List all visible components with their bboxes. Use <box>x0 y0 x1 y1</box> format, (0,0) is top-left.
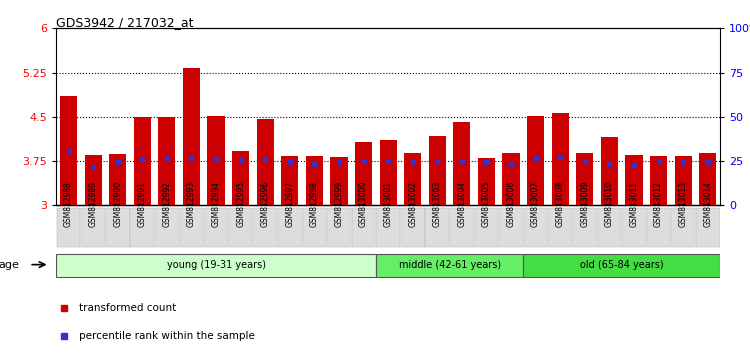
Bar <box>330 157 347 205</box>
FancyBboxPatch shape <box>646 208 670 247</box>
Bar <box>699 153 716 205</box>
Bar <box>183 68 200 205</box>
Bar <box>256 119 274 205</box>
Bar <box>281 156 298 205</box>
FancyBboxPatch shape <box>254 208 277 247</box>
Text: GSM812989: GSM812989 <box>88 181 98 227</box>
Text: percentile rank within the sample: percentile rank within the sample <box>80 331 255 341</box>
Text: GSM812997: GSM812997 <box>285 181 294 227</box>
FancyBboxPatch shape <box>278 208 302 247</box>
FancyBboxPatch shape <box>56 254 376 276</box>
FancyBboxPatch shape <box>622 208 646 247</box>
Bar <box>650 156 668 205</box>
Bar <box>503 153 520 205</box>
Text: GSM813011: GSM813011 <box>629 181 638 227</box>
Bar <box>85 155 102 205</box>
Bar <box>576 153 593 205</box>
Bar <box>232 151 249 205</box>
Text: GSM813004: GSM813004 <box>458 180 466 227</box>
Text: age: age <box>0 259 20 270</box>
Text: old (65-84 years): old (65-84 years) <box>580 259 664 270</box>
FancyBboxPatch shape <box>401 208 424 247</box>
FancyBboxPatch shape <box>352 208 375 247</box>
Bar <box>134 117 151 205</box>
Bar <box>380 141 397 205</box>
Bar <box>429 136 446 205</box>
Text: GSM813001: GSM813001 <box>383 181 393 227</box>
FancyBboxPatch shape <box>696 208 719 247</box>
Text: GSM813008: GSM813008 <box>556 181 565 227</box>
FancyBboxPatch shape <box>500 208 523 247</box>
FancyBboxPatch shape <box>524 254 720 276</box>
Bar <box>478 158 495 205</box>
Text: GSM813005: GSM813005 <box>482 180 491 227</box>
Text: GSM813013: GSM813013 <box>679 181 688 227</box>
FancyBboxPatch shape <box>598 208 621 247</box>
FancyBboxPatch shape <box>327 208 351 247</box>
Text: GSM812995: GSM812995 <box>236 181 245 227</box>
Text: GSM813002: GSM813002 <box>408 181 417 227</box>
FancyBboxPatch shape <box>671 208 695 247</box>
Text: middle (42-61 years): middle (42-61 years) <box>398 259 501 270</box>
FancyBboxPatch shape <box>475 208 498 247</box>
Text: GSM813014: GSM813014 <box>704 181 712 227</box>
FancyBboxPatch shape <box>180 208 203 247</box>
Bar <box>453 121 470 205</box>
Text: GSM812992: GSM812992 <box>162 181 171 227</box>
Bar <box>404 153 422 205</box>
Text: GSM813003: GSM813003 <box>433 180 442 227</box>
Text: GSM812998: GSM812998 <box>310 181 319 227</box>
Text: transformed count: transformed count <box>80 303 177 313</box>
FancyBboxPatch shape <box>106 208 130 247</box>
FancyBboxPatch shape <box>81 208 105 247</box>
Text: GSM812988: GSM812988 <box>64 181 73 227</box>
FancyBboxPatch shape <box>204 208 228 247</box>
Bar <box>601 137 618 205</box>
FancyBboxPatch shape <box>57 208 80 247</box>
Bar <box>527 116 544 205</box>
Bar <box>355 142 372 205</box>
Bar <box>674 156 692 205</box>
Bar <box>60 96 77 205</box>
Text: GDS3942 / 217032_at: GDS3942 / 217032_at <box>56 16 194 29</box>
Bar <box>626 155 643 205</box>
FancyBboxPatch shape <box>376 208 400 247</box>
Bar <box>109 154 126 205</box>
FancyBboxPatch shape <box>573 208 596 247</box>
Text: GSM812993: GSM812993 <box>187 181 196 227</box>
Text: GSM813009: GSM813009 <box>580 180 590 227</box>
FancyBboxPatch shape <box>524 208 548 247</box>
Text: young (19-31 years): young (19-31 years) <box>166 259 266 270</box>
Text: GSM812990: GSM812990 <box>113 181 122 227</box>
Text: GSM812996: GSM812996 <box>261 181 270 227</box>
FancyBboxPatch shape <box>548 208 572 247</box>
Text: GSM813000: GSM813000 <box>359 180 368 227</box>
FancyBboxPatch shape <box>450 208 474 247</box>
FancyBboxPatch shape <box>376 254 524 276</box>
Bar <box>208 116 225 205</box>
FancyBboxPatch shape <box>302 208 326 247</box>
Text: GSM813006: GSM813006 <box>506 180 515 227</box>
Text: GSM812991: GSM812991 <box>138 181 147 227</box>
Text: GSM813007: GSM813007 <box>531 180 540 227</box>
FancyBboxPatch shape <box>425 208 449 247</box>
FancyBboxPatch shape <box>130 208 154 247</box>
Bar <box>306 156 323 205</box>
FancyBboxPatch shape <box>155 208 178 247</box>
FancyBboxPatch shape <box>229 208 253 247</box>
Bar <box>158 117 176 205</box>
Text: GSM812999: GSM812999 <box>334 181 344 227</box>
Text: GSM813012: GSM813012 <box>654 181 663 227</box>
Bar <box>551 113 568 205</box>
Text: GSM812994: GSM812994 <box>211 181 220 227</box>
Text: GSM813010: GSM813010 <box>604 181 613 227</box>
